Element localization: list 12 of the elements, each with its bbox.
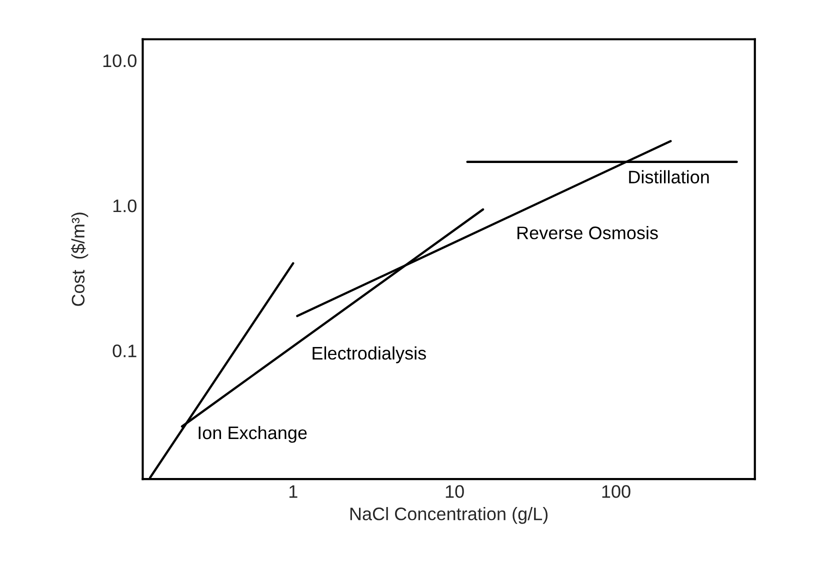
x-tick-label: 1 xyxy=(290,485,298,498)
y-tick-label: 10.0 xyxy=(103,54,136,68)
x-axis-title: NaCl Concentration (g/L) xyxy=(350,507,548,524)
series-label: Ion Exchange xyxy=(198,426,307,443)
series-label: Electrodialysis xyxy=(312,346,426,364)
y-tick-label: 0.1 xyxy=(112,344,136,358)
x-tick-label: 10 xyxy=(446,485,464,498)
x-tick-label: 100 xyxy=(602,485,630,498)
y-axis-title: Cost ($/m³) xyxy=(71,212,88,306)
series-label: Reverse Osmosis xyxy=(518,226,658,240)
series-label: Distillation xyxy=(629,170,709,184)
y-tick-label: 1.0 xyxy=(113,199,136,212)
